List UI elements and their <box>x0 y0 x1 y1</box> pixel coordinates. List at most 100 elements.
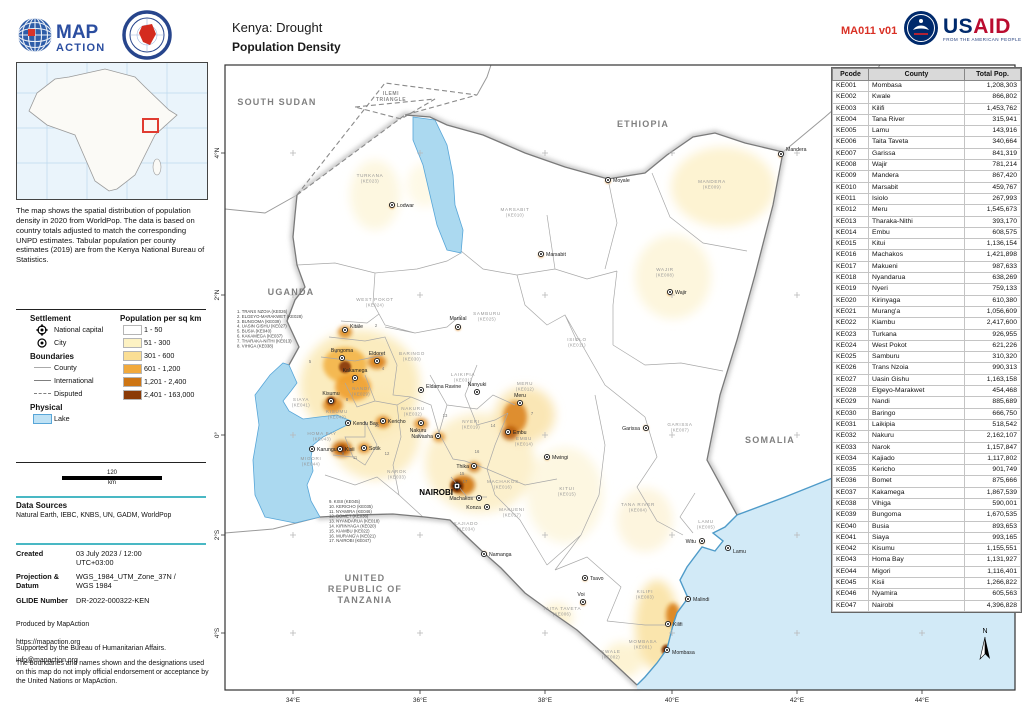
x-axis-label: 40°E <box>665 696 680 704</box>
national-capital-icon <box>30 323 54 336</box>
email-link[interactable]: info@mapaction.org <box>16 656 78 664</box>
area-number: 12 <box>385 451 390 456</box>
mapaction-word2: ACTION <box>56 42 105 54</box>
legend-item: 2,401 - 163,000 <box>120 388 210 401</box>
city-label: Namanga <box>489 552 512 558</box>
city-label: Meru <box>514 393 526 399</box>
totalpop-cell: 1,157,847 <box>964 441 1021 454</box>
legend-item-label: 1,201 - 2,400 <box>144 377 187 386</box>
county-pcode-label: (KE017) <box>503 513 521 518</box>
city-marker-icon <box>666 288 674 296</box>
county-pcode-label: (KE008) <box>656 273 674 278</box>
city-label: Garissa <box>622 426 640 432</box>
legend-item-label: Lake <box>54 414 70 423</box>
table-row: KE010 Marsabit 459,767 <box>832 181 1021 194</box>
graticule-cross-icon <box>794 630 800 636</box>
legend-item: 301 - 600 <box>120 349 210 362</box>
city-marker-icon <box>373 357 381 365</box>
city-marker-icon <box>724 544 732 552</box>
table-row: KE003 Kilifi 1,453,762 <box>832 102 1021 115</box>
county-cell: Kwale <box>868 91 965 104</box>
pcode-cell: KE047 <box>832 599 869 612</box>
map-labels: SOUTH SUDAN ETHIOPIA UGANDA SOMALIA UNITEDRE… <box>237 91 793 660</box>
totalpop-cell: 608,575 <box>964 226 1021 240</box>
website-link[interactable]: https://mapaction.org <box>16 638 81 646</box>
note-line: 7. THARAKA-NITHI (KE013) <box>237 338 292 343</box>
note-line: 16. MURANG'A (KE021) <box>329 533 376 538</box>
pcode-cell: KE019 <box>832 283 869 296</box>
graticule-cross-icon <box>669 150 675 156</box>
population-table: Pcode County Total Pop. KE001 Mombasa 1,20… <box>831 67 1022 613</box>
county-pcode-label: (KE003) <box>636 595 654 600</box>
county-cell: Vihiga <box>868 497 965 511</box>
table-row: KE037 Kakamega 1,867,539 <box>832 486 1021 499</box>
supported-by: Supported by the Bureau of Humanitarian … <box>16 645 167 652</box>
note-line: 1. TRANS NZOIA (KE026) <box>237 309 288 314</box>
africa-locator-map <box>16 62 208 200</box>
table-row: KE034 Kajiado 1,117,802 <box>832 452 1021 466</box>
legend-item: City <box>30 336 120 349</box>
city-marker-icon <box>338 354 346 362</box>
city-label: Naivasha <box>411 434 433 440</box>
county-cell: Embu <box>868 226 965 240</box>
county-cell: Narok <box>868 441 965 454</box>
note-line: 13. NYANDARUA (KE018) <box>329 519 380 524</box>
pcode-cell: KE030 <box>832 407 869 420</box>
county-cell: Uasin Gishu <box>868 373 965 387</box>
city-label: Sotik <box>369 446 381 452</box>
county-label: WAJIR <box>656 267 674 272</box>
legend-item: County <box>30 361 120 374</box>
county-pcode-label: (KE034) <box>457 527 475 532</box>
totalpop-cell: 1,867,539 <box>964 486 1021 499</box>
city-marker-icon <box>483 503 491 511</box>
city-label: Thika <box>456 464 469 470</box>
graticule-cross-icon <box>794 292 800 298</box>
legend-item-label: County <box>54 363 77 372</box>
city-marker-icon <box>480 550 488 558</box>
pcode-cell: KE045 <box>832 577 869 590</box>
county-cell: Kilifi <box>868 102 965 115</box>
city-marker-icon <box>454 323 462 331</box>
totalpop-cell: 901,749 <box>964 464 1021 477</box>
totalpop-cell: 990,313 <box>964 362 1021 375</box>
city-label: Kendu Bay <box>353 421 379 427</box>
note-line: 14. KIRINYAGA (KE020) <box>329 524 377 529</box>
col-header-pcode: Pcode <box>832 68 869 81</box>
pcode-cell: KE043 <box>832 554 869 567</box>
graticule-cross-icon <box>542 432 548 438</box>
city-marker-icon <box>434 432 442 440</box>
lake-swatch <box>30 413 54 424</box>
kenya-border <box>404 114 784 516</box>
area-number: 16 <box>475 449 480 454</box>
data-sources-title: Data Sources <box>16 501 68 510</box>
city-marker-icon <box>351 374 359 382</box>
density-swatch <box>120 363 144 374</box>
city-label: Embu <box>513 430 527 436</box>
note-line: 15. KIAMBU (KE022) <box>329 528 370 533</box>
city-markers: Lodwar Moyale Mandera Marsabit Wajir Maralal K… <box>308 147 807 656</box>
city-label: Tsavo <box>590 576 604 582</box>
totalpop-cell: 867,420 <box>964 170 1021 183</box>
table-row: KE013 Tharaka-Nithi 393,170 <box>832 215 1021 228</box>
totalpop-cell: 1,117,802 <box>964 452 1021 466</box>
created-value: 03 July 2023 / 12:00 UTC+03:00 <box>76 549 142 568</box>
legend-item-label: City <box>54 338 67 347</box>
county-cell: Taita Taveta <box>868 136 965 149</box>
pcode-cell: KE044 <box>832 565 869 579</box>
note-line: 8. VIHIGA (KE038) <box>237 343 274 348</box>
totalpop-cell: 267,993 <box>964 192 1021 206</box>
city-marker-icon <box>684 595 692 603</box>
totalpop-cell: 340,664 <box>964 136 1021 149</box>
totalpop-cell: 2,162,107 <box>964 430 1021 443</box>
county-cell: Homa Bay <box>868 554 965 567</box>
city-marker-icon <box>581 574 589 582</box>
international-line-sample <box>30 380 54 381</box>
area-number: 17 <box>463 479 468 484</box>
totalpop-cell: 315,941 <box>964 113 1021 127</box>
table-row: KE015 Kitui 1,136,154 <box>832 238 1021 251</box>
graticule-labels: 34°E 36°E 38°E 40°E 42°E 44°E 4°N 2°N 0° 2°S 4°S <box>213 147 930 704</box>
projection-label: Projection & Datum <box>16 572 59 591</box>
county-cell: Kisii <box>868 577 965 590</box>
graticule-cross-icon <box>542 630 548 636</box>
city-marker-icon <box>417 419 425 427</box>
